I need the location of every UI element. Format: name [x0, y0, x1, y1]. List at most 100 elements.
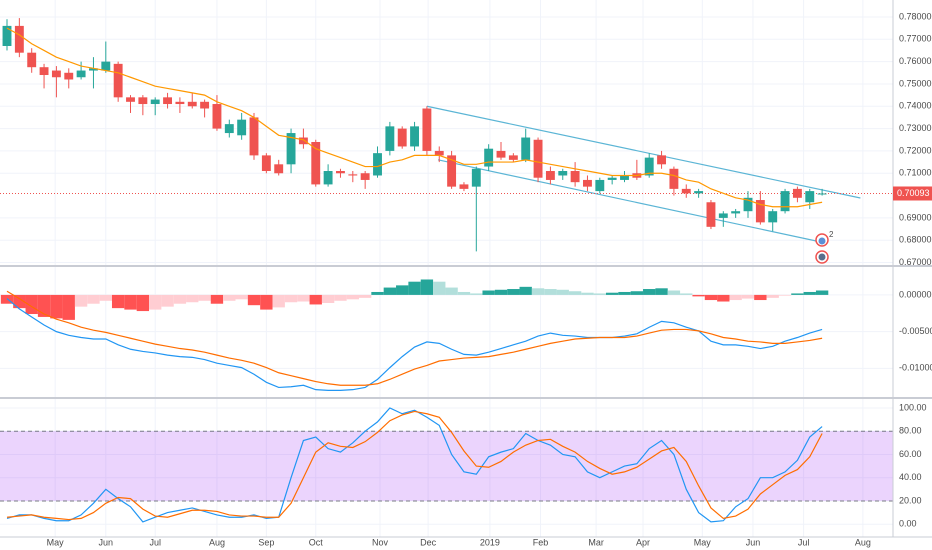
histogram-bar — [630, 291, 644, 295]
candle-body — [508, 155, 518, 160]
histogram-bar — [62, 294, 75, 320]
candle-body — [471, 168, 481, 187]
histogram-bar — [161, 294, 174, 307]
candle-body — [39, 67, 49, 76]
candle-body — [731, 211, 741, 214]
candle-body — [558, 171, 568, 176]
x-tick-label: Jul — [798, 537, 810, 547]
histogram-bar — [186, 294, 199, 303]
candle-body — [51, 70, 61, 78]
event-flag[interactable] — [818, 253, 826, 261]
candle-body — [14, 25, 24, 53]
last-price-tag — [893, 186, 932, 201]
last-price-label: 0.70093 — [897, 188, 930, 198]
histogram-bar — [247, 294, 261, 306]
candle-body — [323, 171, 333, 185]
candle-body — [385, 126, 395, 151]
histogram-bar — [99, 294, 112, 301]
candle-body — [459, 184, 469, 189]
candle-body — [620, 175, 629, 180]
candle-body — [657, 155, 667, 165]
x-tick-label: 2019 — [480, 537, 500, 547]
event-icon[interactable]: 2 — [815, 230, 834, 247]
x-tick-label: Oct — [309, 537, 324, 547]
histogram-bar — [815, 290, 829, 295]
candle-body — [2, 25, 12, 46]
x-tick-label: Feb — [533, 537, 549, 547]
candle-body — [212, 104, 222, 129]
histogram-bar — [309, 294, 322, 305]
histogram-bar — [433, 281, 446, 295]
candle-body — [681, 188, 691, 194]
candle-body — [76, 70, 86, 78]
event-flag[interactable] — [818, 237, 826, 245]
y-tick-label: 0.69000 — [899, 212, 932, 222]
y-tick-label: -0.01000 — [899, 363, 932, 373]
x-tick-label: Mar — [588, 537, 604, 547]
histogram-bar — [519, 286, 532, 295]
histogram-bar — [408, 281, 421, 295]
indicator-line — [6, 298, 823, 391]
histogram-bar — [766, 294, 779, 298]
histogram-bar — [494, 289, 508, 295]
histogram-bar — [618, 291, 631, 295]
histogram-bar — [643, 289, 656, 295]
x-tick-label: Jun — [99, 537, 114, 547]
histogram-bar — [284, 294, 298, 303]
x-tick-label: May — [694, 537, 712, 547]
histogram-bar — [655, 288, 668, 295]
x-tick-label: Aug — [209, 537, 225, 547]
candle-body — [694, 191, 704, 194]
x-tick-label: Jun — [746, 537, 761, 547]
histogram-bar — [791, 293, 804, 295]
candle-body — [89, 68, 98, 71]
indicator-line — [6, 290, 823, 386]
candle-body — [286, 133, 296, 165]
histogram-bar — [297, 294, 310, 302]
histogram-bar — [605, 292, 619, 295]
y-tick-label: 0.67000 — [899, 257, 932, 267]
candle-body — [792, 188, 802, 198]
histogram-bar — [556, 289, 569, 295]
histogram-bar — [741, 294, 755, 299]
y-tick-label: 0.75000 — [899, 78, 932, 88]
candle-body — [545, 171, 555, 180]
histogram-bar — [544, 289, 557, 295]
candle-body — [113, 63, 123, 98]
histogram-bar — [371, 291, 384, 295]
candle-body — [570, 171, 580, 183]
candle-body — [755, 200, 765, 223]
histogram-bar — [754, 294, 767, 301]
candle-body — [348, 174, 358, 176]
y-tick-label: 0.73000 — [899, 123, 932, 133]
y-tick-label: 0.74000 — [899, 101, 932, 111]
y-tick-label: 0.72000 — [899, 145, 932, 155]
histogram-bar — [457, 291, 471, 295]
histogram-bar — [173, 294, 187, 304]
candle-body — [200, 101, 210, 109]
candle-body — [237, 119, 247, 136]
histogram-bar — [50, 294, 63, 319]
x-tick-label: Apr — [636, 537, 650, 547]
histogram-bar — [25, 294, 38, 315]
candle-body — [805, 191, 815, 203]
y-tick-label: 60.00 — [899, 449, 922, 459]
indicator-line — [6, 27, 823, 208]
x-tick-label: Dec — [420, 537, 437, 547]
y-tick-label: -0.00500 — [899, 326, 932, 336]
histogram-bar — [420, 279, 434, 295]
candle-body — [150, 99, 160, 105]
histogram-bar — [717, 294, 730, 302]
candle-body — [311, 141, 321, 185]
candle-body — [336, 171, 345, 174]
event-icon[interactable] — [815, 250, 829, 264]
candle-body — [533, 139, 543, 178]
y-tick-label: 0.78000 — [899, 11, 932, 21]
candle-body — [669, 168, 679, 189]
candle-body — [373, 153, 382, 176]
histogram-bar — [507, 289, 520, 295]
candle-body — [422, 108, 432, 151]
x-tick-label: Jul — [149, 537, 161, 547]
histogram-bar — [198, 294, 211, 301]
